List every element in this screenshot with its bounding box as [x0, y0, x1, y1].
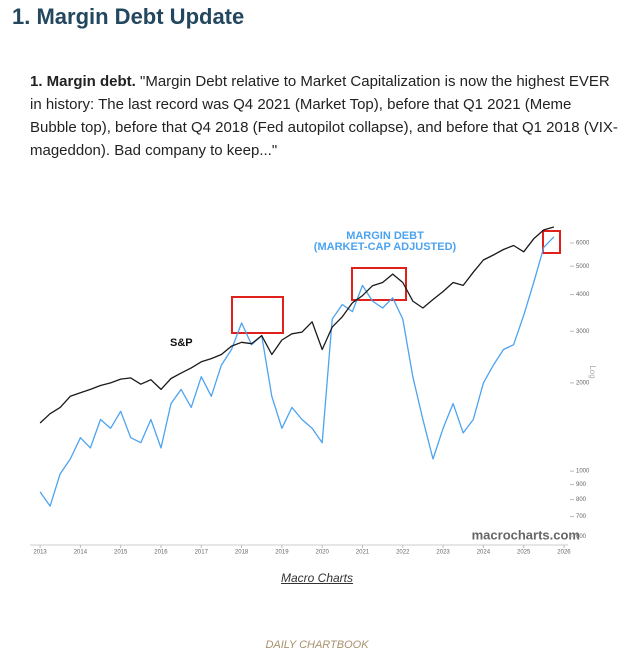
- y-tick-label: 800: [576, 497, 587, 503]
- body-text: "Margin Debt relative to Market Capitali…: [30, 73, 618, 159]
- x-tick-label: 2019: [275, 550, 289, 556]
- x-tick-label: 2023: [436, 550, 450, 556]
- title: 1. Margin Debt Update: [12, 4, 245, 29]
- x-tick-label: 2016: [154, 550, 168, 556]
- x-tick-label: 2021: [356, 550, 370, 556]
- y-tick-label: 900: [576, 482, 587, 488]
- data-line: [39, 226, 555, 424]
- watermark: macrocharts.com: [472, 527, 580, 542]
- x-tick-label: 2020: [315, 550, 329, 556]
- y-tick-label: 700: [576, 514, 587, 520]
- chart: MARGIN DEBT (MARKET-CAP ADJUSTED) S&P ma…: [26, 212, 604, 562]
- x-tick-label: 2018: [235, 550, 249, 556]
- y-tick-label: 1000: [576, 469, 590, 475]
- highlight-box: [351, 267, 407, 301]
- y-tick-label: 600: [576, 534, 587, 540]
- y-tick-label: 5000: [576, 264, 590, 270]
- x-tick-label: 2017: [195, 550, 209, 556]
- x-tick-label: 2015: [114, 550, 128, 556]
- y-tick-label: 6000: [576, 241, 590, 247]
- chart-background: [26, 212, 604, 562]
- x-tick-label: 2013: [33, 550, 47, 556]
- data-line: [39, 236, 555, 507]
- series-label: S&P: [170, 337, 193, 349]
- x-tick-label: 2024: [477, 550, 491, 556]
- paragraph: 1. Margin debt. "Margin Debt relative to…: [30, 70, 620, 162]
- highlight-box: [231, 296, 284, 334]
- x-tick-label: 2014: [74, 550, 88, 556]
- footer: DAILY CHARTBOOK: [265, 639, 369, 651]
- y-tick-label: 2000: [576, 380, 590, 386]
- y-tick-label: 4000: [576, 292, 590, 298]
- x-tick-label: 2022: [396, 550, 410, 556]
- x-tick-label: 2026: [557, 550, 571, 556]
- lead: 1. Margin debt.: [30, 73, 136, 90]
- highlight-box: [542, 230, 561, 254]
- caption[interactable]: Macro Charts: [280, 571, 354, 585]
- y-tick-label: 3000: [576, 329, 590, 335]
- y-axis-label: Log: [588, 365, 597, 378]
- x-tick-label: 2025: [517, 550, 531, 556]
- series-label: MARGIN DEBT: [346, 230, 424, 242]
- annotation: (MARKET-CAP ADJUSTED): [314, 241, 457, 253]
